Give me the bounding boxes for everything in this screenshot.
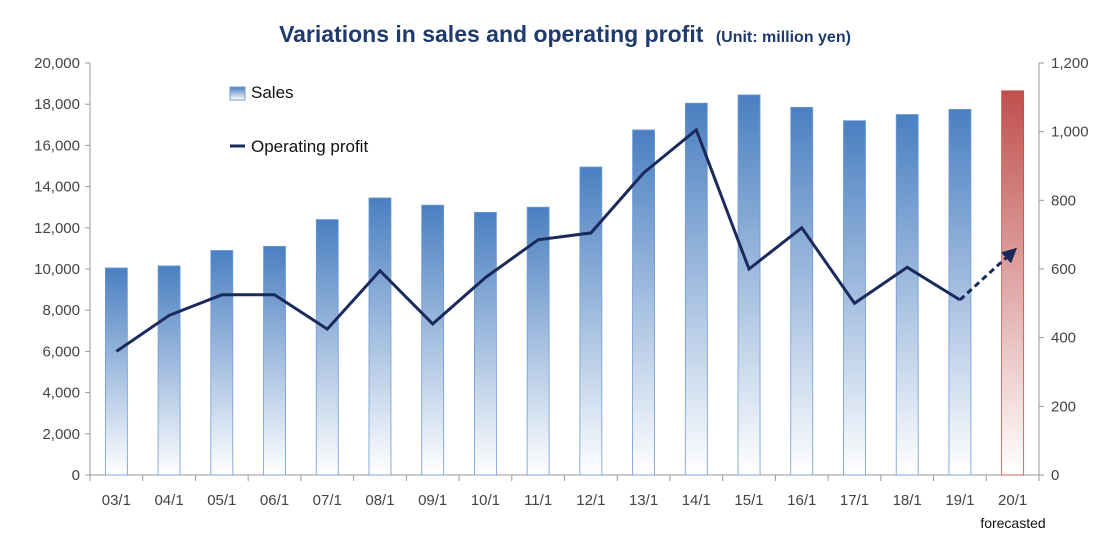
legend-sales-label: Sales [251, 83, 294, 102]
x-tick-label: 19/1 [945, 492, 974, 509]
sales-bar [579, 166, 603, 476]
x-tick-label: 20/1 [998, 492, 1027, 509]
x-tick-label: 07/1 [313, 492, 342, 509]
left-tick-label: 10,000 [34, 261, 80, 278]
right-tick-label: 600 [1051, 261, 1076, 278]
x-tick-label: 17/1 [840, 492, 869, 509]
left-tick-label: 12,000 [34, 220, 80, 237]
legend-operating-profit-label: Operating profit [251, 137, 368, 156]
right-tick-label: 0 [1051, 467, 1059, 484]
right-tick-label: 1,000 [1051, 124, 1089, 141]
x-tick-label: 09/1 [418, 492, 447, 509]
x-tick-label: 11/1 [524, 492, 552, 509]
left-tick-label: 14,000 [34, 179, 80, 196]
sales-bar [684, 102, 708, 476]
left-tick-label: 18,000 [34, 96, 80, 113]
x-tick-label: 06/1 [260, 492, 289, 509]
sales-bar [210, 250, 234, 476]
x-tick-label: 10/1 [471, 492, 500, 509]
right-tick-label: 1,200 [1051, 55, 1089, 72]
sales-bar [315, 219, 339, 476]
operating-profit-line [115, 127, 1018, 353]
sales-bar-forecast [1001, 90, 1025, 476]
x-tick-label: 18/1 [893, 492, 922, 509]
operating-profit-forecast-segment [958, 247, 1018, 302]
axes [85, 62, 1044, 481]
left-tick-label: 4,000 [42, 385, 80, 402]
forecast-note: forecasted [980, 515, 1045, 531]
x-tick-label: 12/1 [576, 492, 605, 509]
left-tick-label: 0 [72, 467, 80, 484]
sales-bar [843, 120, 866, 476]
chart-title-main: Variations in sales and operating profit [279, 21, 704, 47]
right-tick-label: 800 [1051, 192, 1076, 209]
sales-bar [104, 267, 128, 476]
left-tick-label: 8,000 [42, 302, 80, 319]
tick-labels: 0 2,000 4,000 6,000 8,000 10,000 12,000 14,000 1… [34, 55, 1088, 509]
x-tick-label: 03/1 [102, 492, 131, 509]
right-tick-label: 400 [1051, 330, 1076, 347]
right-tick-label: 200 [1051, 398, 1076, 415]
left-tick-label: 6,000 [42, 343, 80, 360]
x-tick-label: 04/1 [154, 492, 183, 509]
left-tick-label: 2,000 [42, 426, 80, 443]
chart-title: Variations in sales and operating profit… [279, 21, 851, 47]
sales-bar [368, 197, 392, 476]
sales-bar [737, 94, 761, 476]
sales-bar [263, 245, 286, 476]
x-tick-label: 14/1 [682, 492, 711, 509]
sales-bar [790, 106, 814, 476]
operating-profit-polyline [115, 127, 961, 353]
x-tick-label: 16/1 [787, 492, 816, 509]
left-tick-label: 16,000 [34, 137, 80, 154]
x-tick-label: 05/1 [207, 492, 236, 509]
x-tick-label: 08/1 [365, 492, 394, 509]
x-tick-label: 13/1 [629, 492, 658, 509]
sales-bar [157, 265, 181, 476]
legend: Sales Operating profit [229, 83, 368, 156]
sales-bars [104, 90, 1025, 476]
sales-bar [474, 211, 497, 476]
sales-bar [895, 114, 919, 476]
sales-bar [421, 204, 445, 476]
legend-sales-swatch [229, 86, 246, 101]
chart-title-unit: (Unit: million yen) [716, 29, 851, 46]
sales-bar [526, 206, 550, 476]
left-tick-label: 20,000 [34, 55, 80, 72]
x-tick-label: 15/1 [734, 492, 763, 509]
sales-bar [632, 129, 655, 476]
